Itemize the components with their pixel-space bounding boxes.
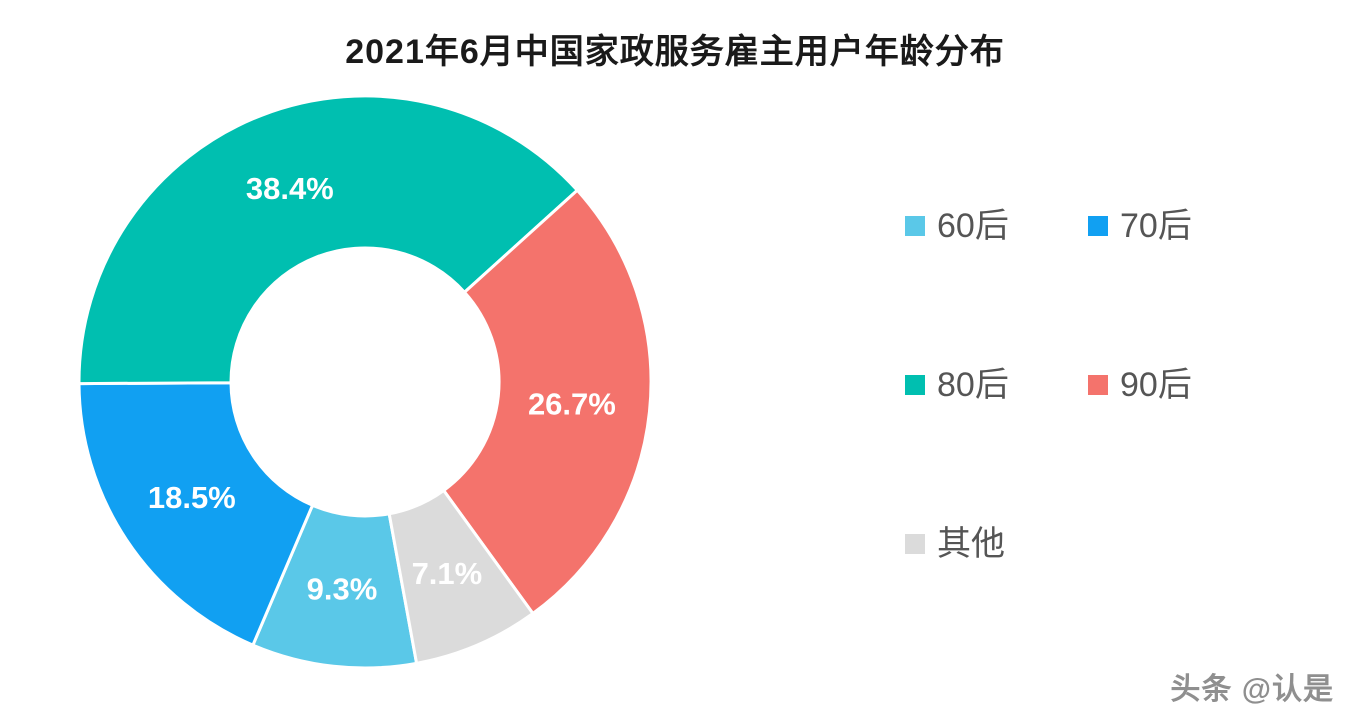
legend-item-其他: 其他 bbox=[905, 524, 1088, 564]
legend-swatch-其他 bbox=[905, 534, 925, 554]
legend-swatch-90后 bbox=[1088, 375, 1108, 395]
legend-swatch-80后 bbox=[905, 375, 925, 395]
pie-slice-90后 bbox=[442, 188, 653, 615]
slice-label-80后: 38.4% bbox=[246, 171, 334, 206]
slice-label-90后: 26.7% bbox=[528, 387, 616, 422]
watermark: 头条 @认是 bbox=[1170, 673, 1334, 706]
legend-label-80后: 80后 bbox=[937, 366, 1009, 404]
pie-slice-其他 bbox=[387, 489, 535, 665]
legend-item-80后: 80后 bbox=[905, 365, 1088, 405]
legend-swatch-70后 bbox=[1088, 216, 1108, 236]
slice-label-70后: 18.5% bbox=[148, 480, 236, 515]
legend-item-70后: 70后 bbox=[1088, 206, 1271, 246]
legend-item-60后: 60后 bbox=[905, 206, 1088, 246]
slice-label-60后: 9.3% bbox=[307, 572, 378, 607]
legend: 60后 70后 80后 90后其他 bbox=[905, 206, 1271, 564]
legend-label-70后: 70后 bbox=[1120, 207, 1192, 245]
legend-swatch-60后 bbox=[905, 216, 925, 236]
slice-label-其他: 7.1% bbox=[412, 556, 483, 591]
legend-item-90后: 90后 bbox=[1088, 365, 1271, 405]
legend-label-90后: 90后 bbox=[1120, 366, 1192, 404]
legend-label-其他: 其他 bbox=[937, 525, 1005, 563]
pie-slice-80后 bbox=[77, 94, 579, 386]
chart-title: 2021年6月中国家政服务雇主用户年龄分布 bbox=[345, 33, 1005, 71]
pie-slice-70后 bbox=[77, 381, 314, 647]
legend-label-60后: 60后 bbox=[937, 207, 1009, 245]
